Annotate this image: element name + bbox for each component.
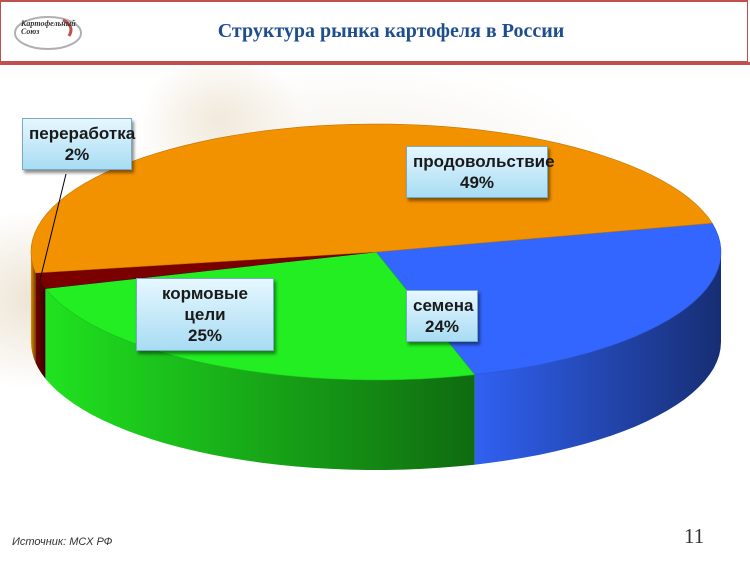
source-note: Источник: МСХ РФ [12,536,113,548]
page-title: Структура рынка картофеля в России [217,20,565,42]
pie-top [30,123,722,381]
data-label-value: 25% [187,326,223,345]
logo-icon [14,16,82,50]
data-label-pererabotka: переработка 2% [22,118,136,170]
header-divider [0,62,750,65]
data-label-name: продовольствие [413,152,555,171]
pie-side-1 [474,252,721,465]
data-label-kormovye: кормовые цели 25% [136,278,274,351]
data-label-value: 2% [64,145,90,164]
logo-text: Картофельный Союз [21,19,76,36]
header-bar: Картофельный Союз Структура рынка картоф… [0,0,748,62]
data-label-value: 49% [459,173,495,192]
leader-line [39,173,67,281]
data-label-name: кормовые цели [162,284,248,324]
data-label-name: семена [413,296,474,315]
data-label-prodovolstvie: продовольствие 49% [406,146,555,198]
pie-side-0 [31,252,36,363]
pie-side-3 [35,272,46,379]
pie-side-2 [45,288,475,470]
data-label-value: 24% [424,317,460,336]
data-label-name: переработка [29,124,136,143]
page-number: 11 [684,524,705,548]
data-label-semena: семена 24% [406,290,478,342]
pie-side-walls [31,252,721,470]
